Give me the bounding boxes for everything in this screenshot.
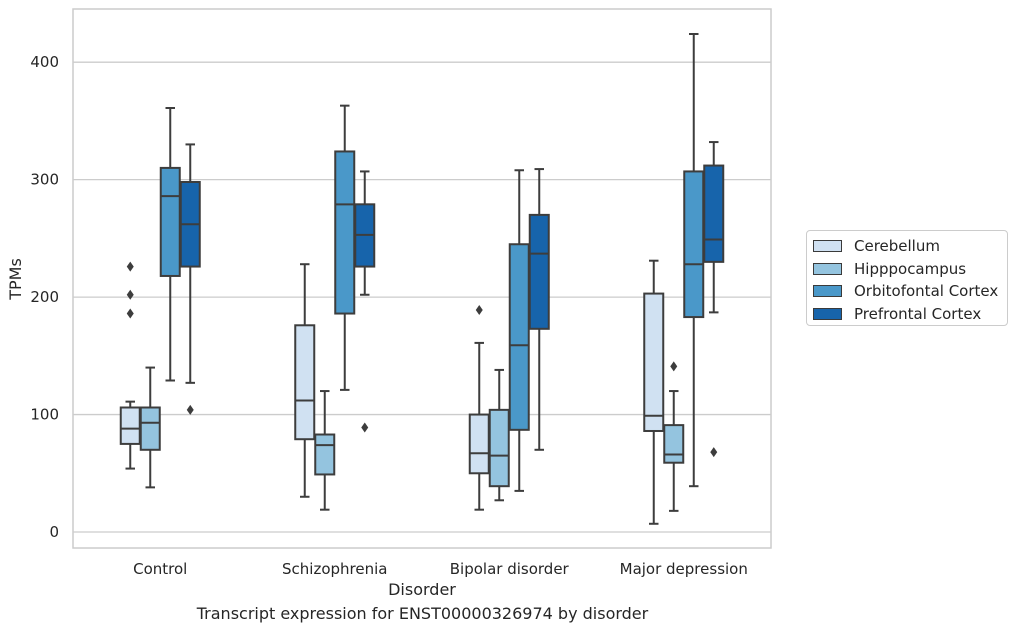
iqr-box	[295, 325, 314, 439]
x-tick-label: Control	[133, 560, 187, 578]
box-cerebellum	[644, 261, 663, 524]
outlier-point	[127, 262, 134, 272]
legend-item-prefrontal-cortex: Prefrontal Cortex	[813, 303, 1007, 326]
x-axis-label: Disorder	[388, 580, 456, 599]
y-tick-labels: 0 100 200 300 400	[30, 53, 59, 541]
box-cerebellum	[121, 262, 140, 469]
outlier-point	[127, 290, 134, 300]
outlier-point	[476, 305, 483, 315]
x-tick-labels: Control Schizophrenia Bipolar disorder Majo…	[133, 560, 748, 578]
box-hipppocampus	[141, 368, 160, 488]
box-orbitofontal-cortex	[335, 106, 354, 390]
box-hipppocampus	[664, 361, 683, 510]
iqr-box	[470, 415, 489, 474]
legend: Cerebellum Hipppocampus Orbitofontal Cor…	[806, 230, 1008, 326]
iqr-box	[644, 294, 663, 431]
legend-label-hippocampus: Hipppocampus	[854, 260, 966, 278]
y-tick-label: 0	[49, 523, 59, 541]
y-tick-label: 300	[30, 171, 59, 189]
iqr-box	[704, 166, 723, 262]
legend-label-cerebellum: Cerebellum	[854, 237, 940, 255]
x-tick-label: Bipolar disorder	[450, 560, 570, 578]
plot-frame	[73, 9, 771, 548]
iqr-box	[315, 435, 334, 475]
box-prefrontal-cortex	[355, 171, 374, 432]
y-axis-label: TPMs	[6, 258, 25, 301]
box-orbitofontal-cortex	[684, 34, 703, 486]
box-prefrontal-cortex	[704, 142, 723, 457]
legend-item-orbitofrontal-cortex: Orbitofontal Cortex	[813, 280, 1007, 303]
box-orbitofontal-cortex	[510, 170, 529, 491]
legend-item-hippocampus: Hipppocampus	[813, 258, 1007, 281]
box-hipppocampus	[315, 391, 334, 510]
outlier-point	[710, 447, 717, 457]
iqr-box	[684, 171, 703, 317]
iqr-box	[530, 215, 549, 329]
box-orbitofontal-cortex	[161, 108, 180, 380]
legend-swatch-hippocampus	[813, 263, 842, 275]
iqr-box	[141, 408, 160, 450]
y-tick-label: 100	[30, 406, 59, 424]
legend-swatch-orbitofrontal-cortex	[813, 285, 842, 297]
legend-item-cerebellum: Cerebellum	[813, 235, 1007, 258]
x-tick-label: Major depression	[620, 560, 748, 578]
legend-swatch-prefrontal-cortex	[813, 308, 842, 320]
iqr-box	[161, 168, 180, 276]
outlier-point	[187, 405, 194, 415]
legend-label-orbitofrontal-cortex: Orbitofontal Cortex	[854, 282, 998, 300]
box-prefrontal-cortex	[181, 144, 200, 414]
y-tick-label: 200	[30, 288, 59, 306]
box-prefrontal-cortex	[530, 169, 549, 450]
y-tick-label: 400	[30, 53, 59, 71]
iqr-box	[121, 408, 140, 444]
outlier-point	[127, 309, 134, 319]
iqr-box	[664, 425, 683, 463]
chart-caption: Transcript expression for ENST0000032697…	[0, 604, 845, 623]
legend-label-prefrontal-cortex: Prefrontal Cortex	[854, 305, 981, 323]
outlier-point	[361, 422, 368, 432]
legend-swatch-cerebellum	[813, 240, 842, 252]
box-cerebellum	[295, 264, 314, 497]
box-groups	[121, 34, 724, 524]
iqr-box	[490, 410, 509, 486]
box-hipppocampus	[490, 370, 509, 500]
iqr-box	[510, 244, 529, 430]
iqr-box	[335, 151, 354, 313]
outlier-point	[670, 361, 677, 371]
x-tick-label: Schizophrenia	[282, 560, 387, 578]
box-cerebellum	[470, 305, 489, 510]
